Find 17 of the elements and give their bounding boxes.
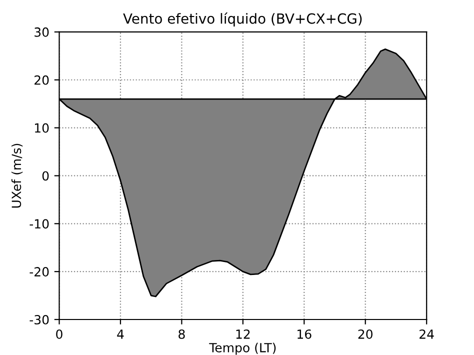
chart-title: Vento efetivo líquido (BV+CX+CG) [123,12,362,27]
x-tick-label: 12 [236,329,250,339]
y-tick-label: 20 [34,75,49,85]
y-tick-label: 0 [42,171,49,181]
x-tick-label: 4 [117,330,124,339]
x-tick-label: 16 [298,329,312,339]
x-tick-label: 24 [420,329,434,339]
y-tick-label: -10 [30,219,49,229]
y-tick-label: -30 [30,314,49,324]
y-tick-label: -20 [30,267,49,276]
x-tick-label: 20 [358,329,372,339]
y-axis-title: UXef (m/s) [11,144,23,208]
y-tick-label: 10 [34,123,49,133]
y-tick-label: 30 [34,27,49,37]
x-axis-title: Tempo (LT) [209,342,276,355]
x-tick-label: 8 [178,329,185,339]
x-tick-label: 0 [56,329,62,339]
